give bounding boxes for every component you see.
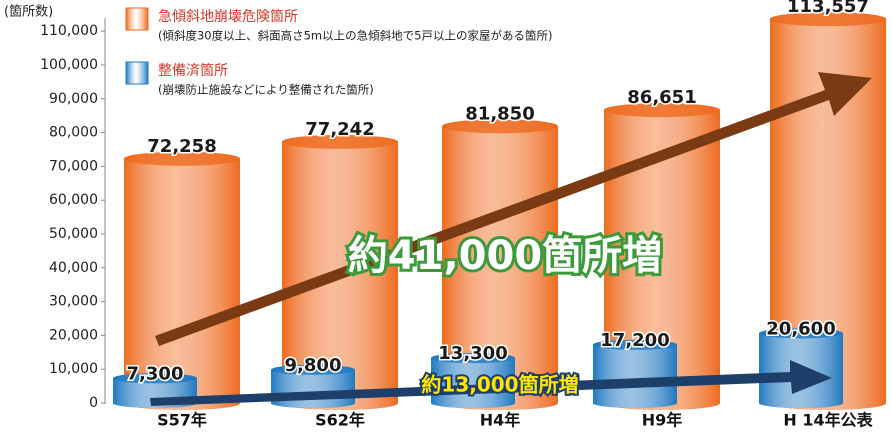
bar-cap <box>759 328 843 339</box>
bar-cap <box>431 353 515 364</box>
legend-label: 整備済箇所 <box>158 62 228 79</box>
y-axis-label: (箇所数) <box>4 4 53 20</box>
value-label: 77,242 <box>305 119 374 140</box>
legend-note: (傾斜度30度以上、斜面高さ5m以上の急傾斜地で5戸以上の家屋がある箇所) <box>158 29 552 43</box>
annotation: 約13,000箇所増 <box>421 373 578 397</box>
bar-cap <box>113 373 197 384</box>
y-tick-label: 110,000 <box>40 23 98 39</box>
y-tick-label: 100,000 <box>40 57 98 73</box>
x-tick-label: S62年 <box>315 411 365 430</box>
bar-cap <box>593 339 677 350</box>
y-tick-label: 80,000 <box>49 125 98 141</box>
x-tick-label: H4年 <box>480 411 521 430</box>
y-tick-label: 30,000 <box>49 294 98 310</box>
bar <box>770 12 886 410</box>
value-label: 13,300 <box>438 343 507 364</box>
value-label: 81,850 <box>465 103 534 124</box>
y-tick-label: 90,000 <box>49 91 98 107</box>
value-label: 7,300 <box>127 363 184 384</box>
legend-swatch <box>125 61 149 85</box>
y-tick-label: 10,000 <box>49 361 98 377</box>
x-tick-label: H9年 <box>642 411 683 430</box>
increase-arrow <box>150 360 832 406</box>
bar <box>593 339 677 409</box>
increase-arrow <box>155 72 872 346</box>
bar <box>442 119 558 410</box>
bar <box>604 103 720 410</box>
value-label: 9,800 <box>285 355 342 376</box>
legend-swatch <box>125 7 149 31</box>
y-tick-label: 60,000 <box>49 192 98 208</box>
annotation: 約41,000箇所増 <box>348 233 662 279</box>
value-label: 86,651 <box>627 87 696 108</box>
bars: 72,258 77,242 81,850 86,651 113,557 7,300 9,80… <box>113 0 886 410</box>
y-tick-label: 40,000 <box>49 260 98 276</box>
legend-note: (崩壊防止施設などにより整備された箇所) <box>158 83 374 97</box>
bar-cap <box>124 151 240 166</box>
value-label: 113,557 <box>787 0 869 17</box>
legend-label: 急傾斜地崩壊危険箇所 <box>158 8 298 25</box>
bar <box>124 151 240 410</box>
x-tick-label: H 14年公表 <box>783 411 873 430</box>
y-tick-label: 50,000 <box>49 226 98 242</box>
bar-cap <box>604 103 720 118</box>
y-tick-label: 70,000 <box>49 158 98 174</box>
bar-cap <box>282 134 398 149</box>
value-label: 17,200 <box>600 330 669 351</box>
y-tick-label: 0 <box>89 395 98 411</box>
value-label: 20,600 <box>766 318 835 339</box>
value-label: 72,258 <box>147 136 216 157</box>
bar-cap <box>271 364 355 375</box>
y-tick-label: 20,000 <box>49 327 98 343</box>
x-tick-label: S57年 <box>157 411 207 430</box>
bar-cap <box>442 119 558 134</box>
bar-cap <box>770 12 886 27</box>
legend: 急傾斜地崩壊危険箇所 (傾斜度30度以上、斜面高さ5m以上の急傾斜地で5戸以上の家… <box>125 7 552 97</box>
